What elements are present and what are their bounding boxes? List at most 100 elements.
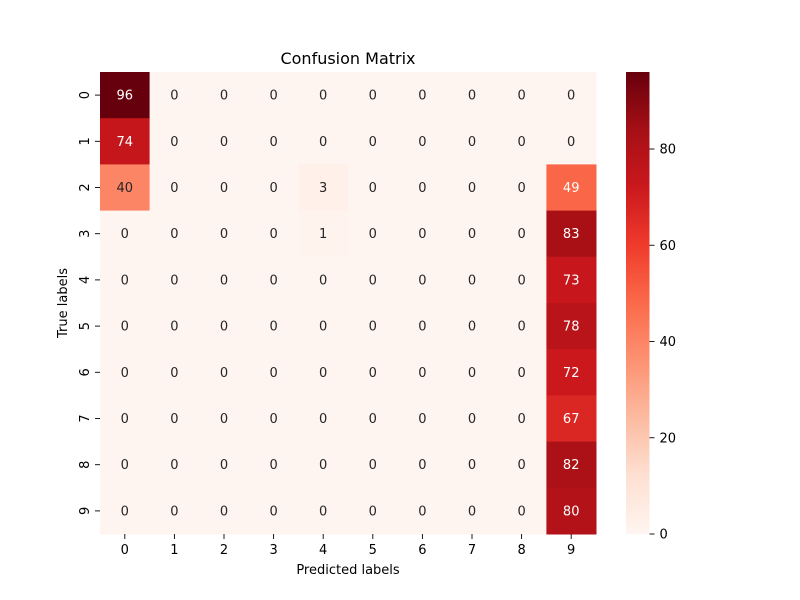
heatmap-cell-9-0 xyxy=(100,487,151,535)
heatmap-cell-8-0 xyxy=(100,441,151,489)
colorbar-tick-label-0: 0 xyxy=(660,528,668,543)
cell-annotation-8-9: 82 xyxy=(563,458,580,473)
y-tick-label-5: 5 xyxy=(78,322,93,330)
cell-annotation-9-2: 0 xyxy=(220,504,228,519)
cell-annotation-2-9: 49 xyxy=(563,181,580,196)
heatmap-cell-2-0 xyxy=(100,164,151,212)
heatmap-cell-4-9 xyxy=(546,256,597,304)
heatmap-cell-3-4 xyxy=(298,210,349,258)
heatmap-cell-0-8 xyxy=(496,72,547,119)
x-tick-label-1: 1 xyxy=(170,543,178,558)
heatmap-cell-8-6 xyxy=(397,441,448,489)
cell-annotation-2-0: 40 xyxy=(117,181,134,196)
cell-annotation-2-7: 0 xyxy=(468,181,476,196)
cell-annotation-7-8: 0 xyxy=(517,412,525,427)
heatmap-cell-6-9 xyxy=(546,349,597,396)
heatmap-cell-0-4 xyxy=(298,72,349,119)
heatmap-cell-0-1 xyxy=(149,72,200,119)
heatmap-cell-2-9 xyxy=(546,164,597,212)
cell-annotation-1-8: 0 xyxy=(517,135,525,150)
heatmap-cell-8-4 xyxy=(298,441,349,489)
cell-annotation-3-7: 0 xyxy=(468,227,476,242)
heatmap-cell-1-4 xyxy=(298,118,349,165)
heatmap-cell-3-3 xyxy=(248,210,299,258)
cell-annotation-8-4: 0 xyxy=(319,458,327,473)
heatmap-cell-7-0 xyxy=(100,395,151,443)
x-tick-label-9: 9 xyxy=(567,543,575,558)
cell-annotation-9-1: 0 xyxy=(170,504,178,519)
cell-annotation-9-5: 0 xyxy=(369,504,377,519)
heatmap-cell-2-2 xyxy=(199,164,250,212)
heatmap-cell-7-4 xyxy=(298,395,349,443)
heatmap-cell-4-5 xyxy=(348,256,399,304)
heatmap-cell-3-2 xyxy=(199,210,250,258)
cell-annotation-6-3: 0 xyxy=(269,366,277,381)
cell-annotation-5-2: 0 xyxy=(220,320,228,335)
cell-annotation-5-7: 0 xyxy=(468,320,476,335)
y-tick-label-7: 7 xyxy=(78,414,93,422)
x-tick-label-5: 5 xyxy=(369,543,377,558)
cell-annotation-0-8: 0 xyxy=(517,89,525,104)
heatmap-cell-0-3 xyxy=(248,72,299,119)
heatmap-cell-3-5 xyxy=(348,210,399,258)
heatmap-cell-1-1 xyxy=(149,118,200,165)
cell-annotation-0-4: 0 xyxy=(319,89,327,104)
cell-annotation-0-9: 0 xyxy=(567,89,575,104)
heatmap-cell-5-6 xyxy=(397,303,448,350)
heatmap-cell-3-8 xyxy=(496,210,547,258)
heatmap-cell-7-9 xyxy=(546,395,597,443)
heatmap-cell-1-5 xyxy=(348,118,399,165)
heatmap-cell-6-0 xyxy=(100,349,151,396)
cell-annotation-6-1: 0 xyxy=(170,366,178,381)
colorbar-tick-label-1: 20 xyxy=(660,431,677,446)
cell-annotation-4-6: 0 xyxy=(418,273,426,288)
heatmap-cell-2-4 xyxy=(298,164,349,212)
heatmap-cell-4-3 xyxy=(248,256,299,304)
cell-annotation-9-0: 0 xyxy=(121,504,129,519)
cell-annotation-5-4: 0 xyxy=(319,320,327,335)
cell-annotation-4-1: 0 xyxy=(170,273,178,288)
cell-annotation-7-6: 0 xyxy=(418,412,426,427)
cell-annotation-7-2: 0 xyxy=(220,412,228,427)
heatmap-cell-7-7 xyxy=(447,395,498,443)
cell-annotation-1-1: 0 xyxy=(170,135,178,150)
heatmap-cell-6-8 xyxy=(496,349,547,396)
heatmap-cell-9-5 xyxy=(348,487,399,535)
heatmap-cell-3-0 xyxy=(100,210,151,258)
y-tick-label-4: 4 xyxy=(78,276,93,284)
heatmap-cell-0-0 xyxy=(100,72,151,119)
heatmap-cell-7-2 xyxy=(199,395,250,443)
colorbar-gradient xyxy=(626,72,650,534)
cell-annotation-3-3: 0 xyxy=(269,227,277,242)
cell-annotation-0-6: 0 xyxy=(418,89,426,104)
x-tick-label-3: 3 xyxy=(269,543,277,558)
heatmap-cell-8-7 xyxy=(447,441,498,489)
cell-annotation-8-0: 0 xyxy=(121,458,129,473)
cell-annotation-1-9: 0 xyxy=(567,135,575,150)
colorbar-tick-label-3: 60 xyxy=(660,239,677,254)
y-tick-label-6: 6 xyxy=(78,368,93,376)
heatmap-cell-4-4 xyxy=(298,256,349,304)
heatmap-cell-0-6 xyxy=(397,72,448,119)
cell-annotation-6-9: 72 xyxy=(563,366,580,381)
heatmap-cell-6-5 xyxy=(348,349,399,396)
heatmap-cell-9-8 xyxy=(496,487,547,535)
cell-annotation-3-8: 0 xyxy=(517,227,525,242)
cell-annotation-4-2: 0 xyxy=(220,273,228,288)
heatmap-cell-3-1 xyxy=(149,210,200,258)
heatmap-cell-8-9 xyxy=(546,441,597,489)
cell-annotation-2-4: 3 xyxy=(319,181,327,196)
heatmap-cell-5-3 xyxy=(248,303,299,350)
heatmap-cell-5-9 xyxy=(546,303,597,350)
y-axis-label: True labels xyxy=(56,268,71,339)
cell-annotation-5-6: 0 xyxy=(418,320,426,335)
heatmap-cell-4-1 xyxy=(149,256,200,304)
heatmap-cell-7-1 xyxy=(149,395,200,443)
heatmap-cell-1-7 xyxy=(447,118,498,165)
cell-annotation-0-0: 96 xyxy=(117,89,134,104)
heatmap-cell-3-7 xyxy=(447,210,498,258)
heatmap-cell-2-7 xyxy=(447,164,498,212)
cell-annotation-6-8: 0 xyxy=(517,366,525,381)
